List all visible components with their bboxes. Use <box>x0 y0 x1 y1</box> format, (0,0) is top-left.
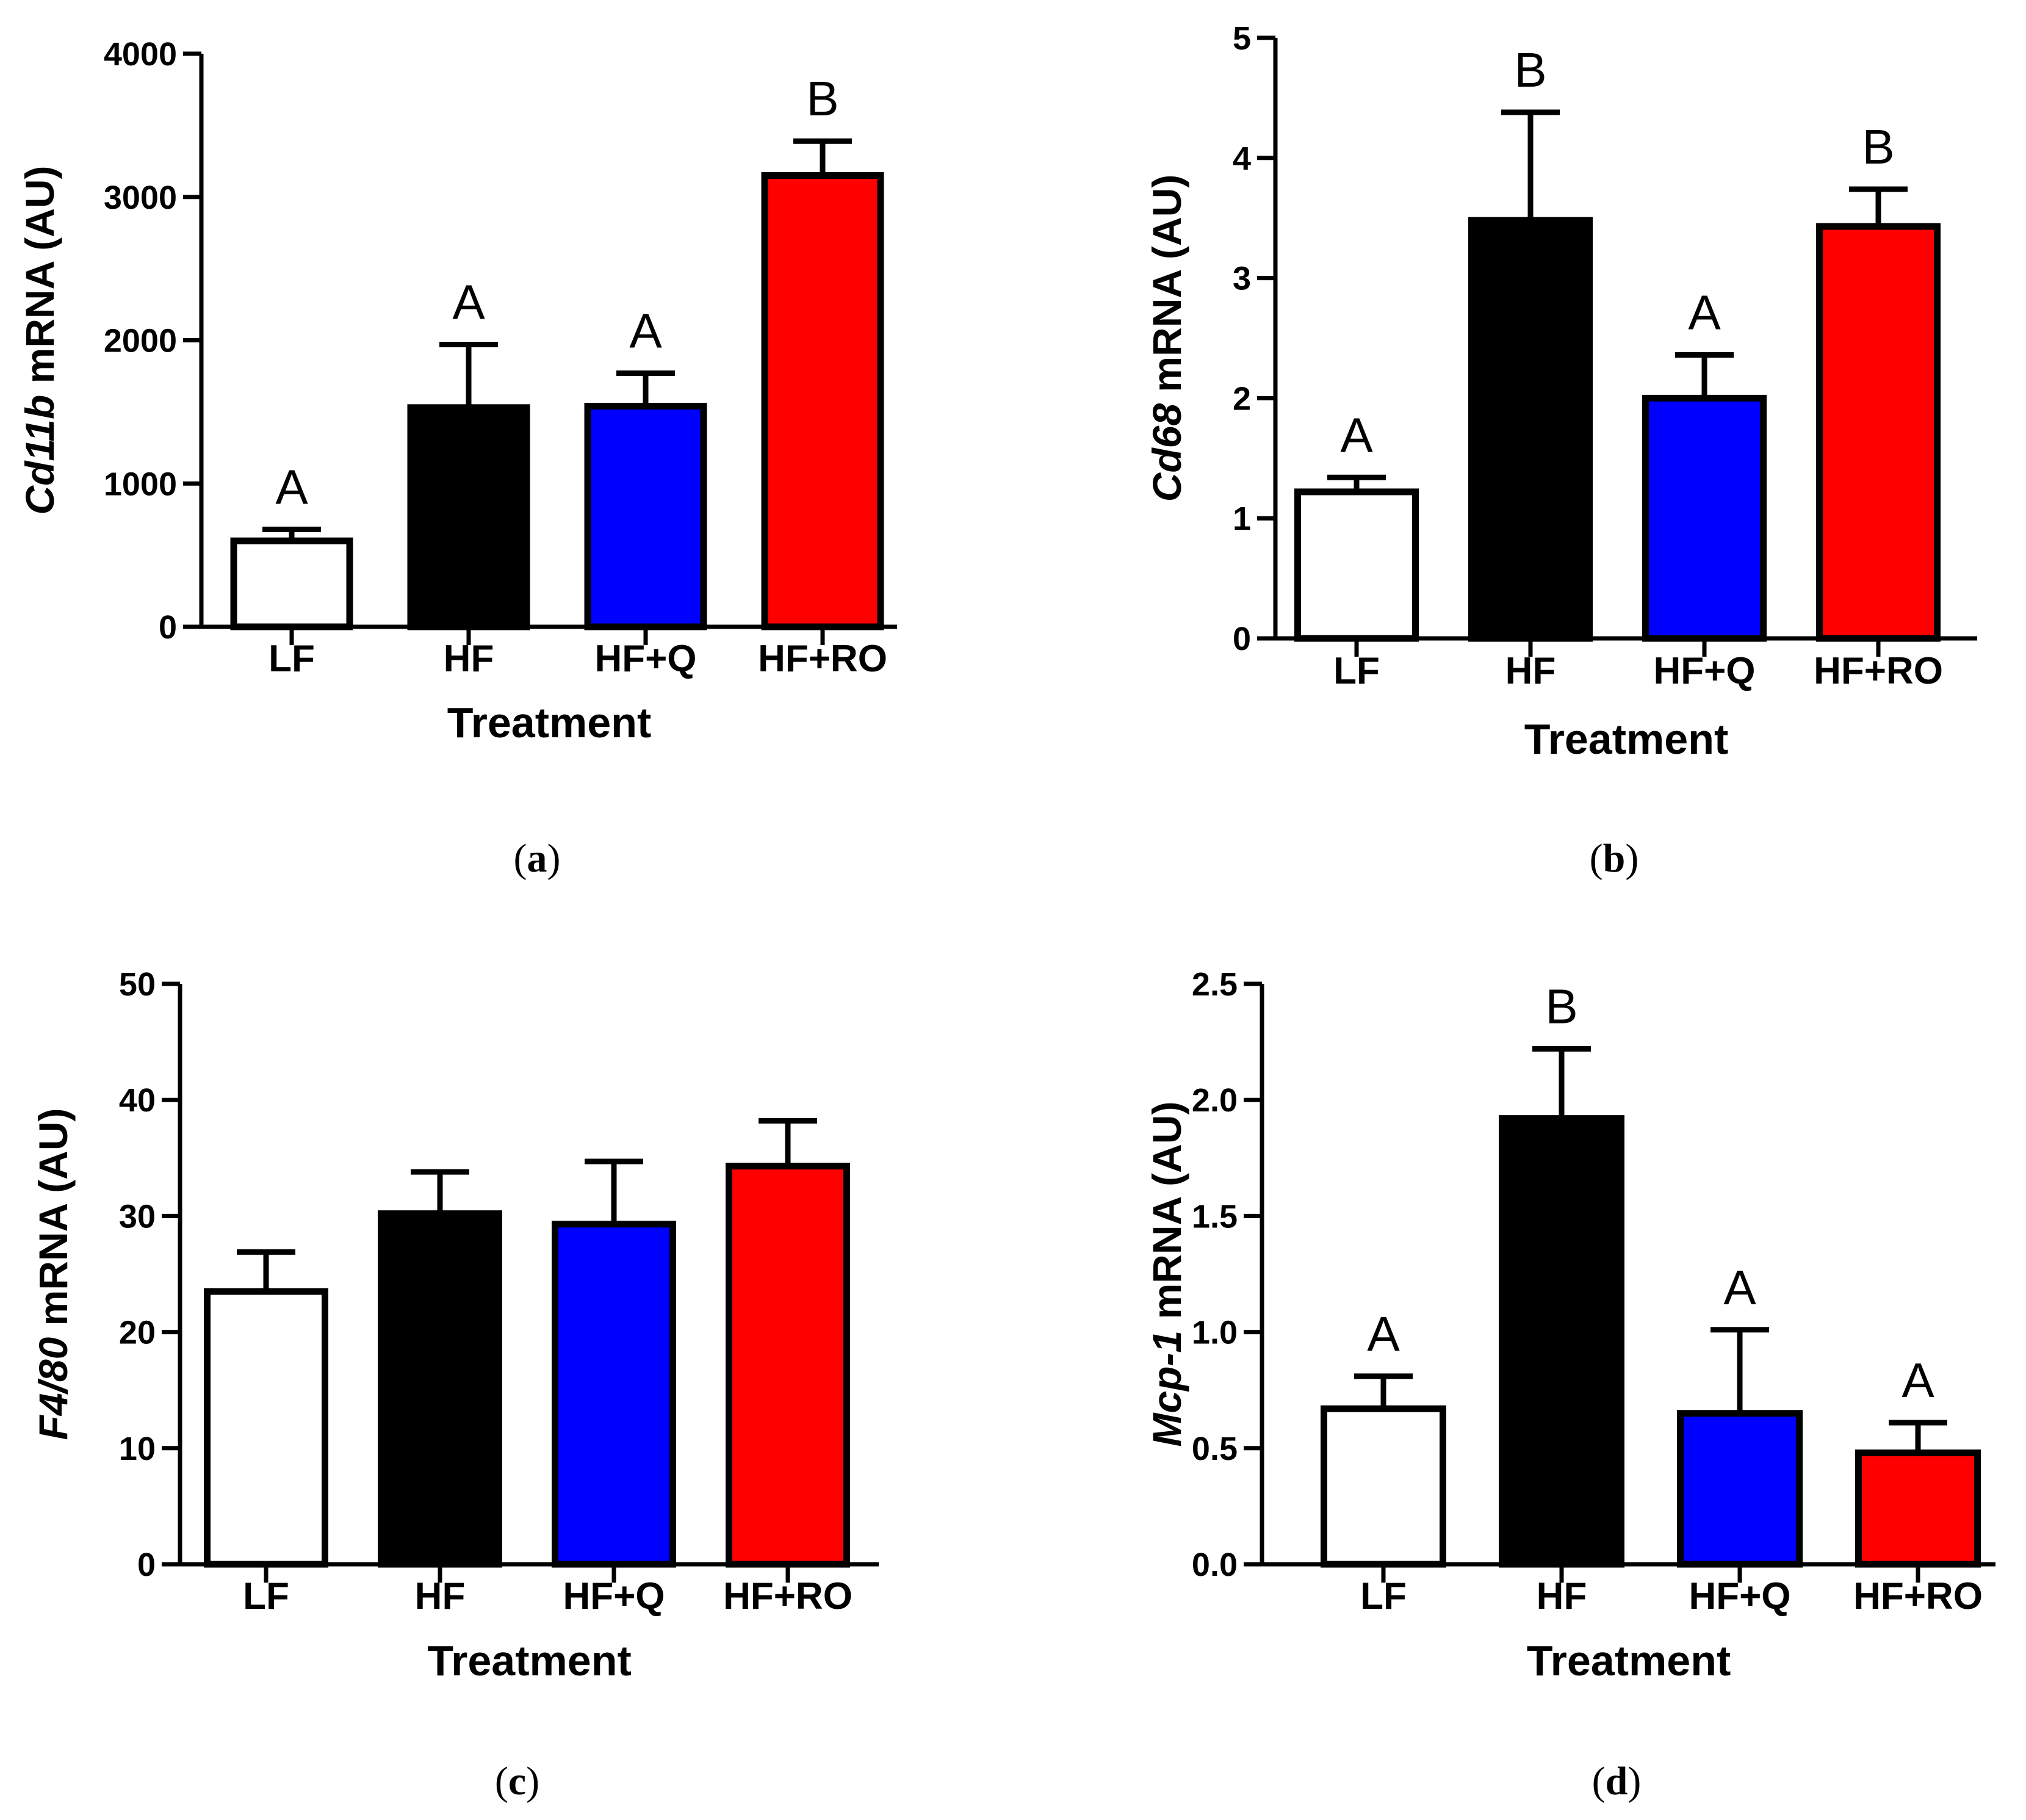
y-tick-label-c-4: 40 <box>119 1082 156 1119</box>
significance-label-a-2: A <box>629 303 662 358</box>
chart-panel-d: 0.0 0.5 1.0 1.5 2.0 2.5 LF A HF B HF+Q A HF+RO A Treat… <box>1144 966 1995 1804</box>
panel-label-c: (c) <box>495 1759 539 1804</box>
significance-label-b-3: B <box>1862 120 1894 174</box>
y-axis-title-gene-c: F4/80 <box>31 1337 76 1440</box>
category-label-c-2: HF+Q <box>563 1575 665 1617</box>
y-axis-title-c: F4/80 mRNA (AU) <box>31 1108 76 1440</box>
y-tick-label-d-1: 0.5 <box>1192 1431 1238 1467</box>
y-tick-label-a-0: 0 <box>159 609 177 646</box>
category-label-c-3: HF+RO <box>723 1575 853 1617</box>
y-axis-title-unit-d: mRNA (AU) <box>1144 1102 1189 1331</box>
significance-label-a-1: A <box>452 275 485 330</box>
significance-label-d-1: B <box>1545 980 1577 1034</box>
y-axis-title-unit-b: mRNA (AU) <box>1144 175 1189 403</box>
y-axis-title-gene-a: Cd11b <box>17 395 62 515</box>
y-tick-label-d-0: 0.0 <box>1192 1547 1238 1583</box>
significance-label-d-2: A <box>1723 1260 1756 1315</box>
y-axis-title-b: Cd68 mRNA (AU) <box>1144 175 1189 502</box>
y-axis-title-unit-c: mRNA (AU) <box>31 1108 76 1337</box>
category-label-b-3: HF+RO <box>1814 650 1943 692</box>
y-tick-label-d-5: 2.5 <box>1192 966 1238 1003</box>
y-tick-label-b-3: 3 <box>1233 261 1251 297</box>
y-tick-label-c-2: 20 <box>119 1315 156 1351</box>
y-tick-label-c-3: 30 <box>119 1198 156 1235</box>
significance-label-d-3: A <box>1902 1353 1934 1407</box>
x-axis-title-a: Treatment <box>447 699 652 746</box>
x-axis-title-d: Treatment <box>1527 1637 1731 1685</box>
y-tick-label-c-5: 50 <box>119 966 156 1003</box>
panel-label-a: (a) <box>514 836 561 881</box>
bar-b-1 <box>1468 217 1593 642</box>
bar-b-3 <box>1816 223 1941 642</box>
y-tick-label-a-1: 1000 <box>104 466 177 502</box>
x-axis-title-b: Treatment <box>1524 715 1729 763</box>
bar-d-1 <box>1499 1115 1624 1568</box>
category-label-a-3: HF+RO <box>758 638 887 680</box>
y-axis-title-unit-a: mRNA (AU) <box>17 166 62 395</box>
y-tick-label-a-2: 2000 <box>104 323 177 359</box>
y-tick-label-d-4: 2.0 <box>1192 1082 1238 1119</box>
category-label-c-1: HF <box>415 1575 466 1617</box>
category-label-a-0: LF <box>269 638 315 680</box>
y-tick-label-a-4: 4000 <box>104 36 177 73</box>
bar-a-1 <box>407 404 530 630</box>
bar-d-3 <box>1855 1449 1981 1568</box>
bar-c-2 <box>552 1221 676 1568</box>
y-tick-label-c-1: 10 <box>119 1431 156 1467</box>
bar-b-0 <box>1294 488 1419 642</box>
bar-d-0 <box>1321 1405 1446 1568</box>
y-tick-label-b-5: 5 <box>1233 20 1251 57</box>
panel-label-b: (b) <box>1590 836 1639 881</box>
y-tick-label-a-3: 3000 <box>104 179 177 216</box>
significance-label-a-3: B <box>806 71 838 126</box>
bar-d-2 <box>1677 1410 1803 1568</box>
y-tick-label-b-1: 1 <box>1233 500 1251 537</box>
panel-label-d: (d) <box>1592 1759 1642 1804</box>
y-axis-title-gene-d: Mcp-1 <box>1144 1331 1189 1447</box>
y-tick-label-b-2: 2 <box>1233 380 1251 417</box>
chart-panel-b: 0 1 2 3 4 5 LF A HF B HF+Q A HF+RO B Treatment Cd68 mRN… <box>1144 20 1977 881</box>
bar-b-2 <box>1642 394 1767 642</box>
y-tick-label-b-0: 0 <box>1233 621 1251 657</box>
significance-label-b-2: A <box>1688 286 1721 340</box>
bar-a-0 <box>230 537 353 630</box>
bar-c-1 <box>378 1210 502 1568</box>
chart-panel-a: 0 1000 2000 3000 4000 LF A HF A HF+Q A HF+RO B Treatm… <box>17 36 897 881</box>
category-label-b-2: HF+Q <box>1653 650 1755 692</box>
category-label-b-1: HF <box>1505 650 1556 692</box>
category-label-d-2: HF+Q <box>1689 1575 1790 1617</box>
significance-label-b-1: B <box>1514 43 1546 97</box>
significance-label-d-0: A <box>1367 1307 1400 1361</box>
category-label-a-2: HF+Q <box>594 638 696 680</box>
y-tick-label-c-0: 0 <box>137 1547 156 1583</box>
bar-a-2 <box>584 402 707 630</box>
y-axis-title-a: Cd11b mRNA (AU) <box>17 166 62 515</box>
y-tick-label-d-2: 1.0 <box>1192 1315 1238 1351</box>
bar-c-3 <box>726 1163 850 1568</box>
category-label-c-0: LF <box>243 1575 289 1617</box>
significance-label-b-0: A <box>1340 408 1373 462</box>
chart-panel-c: 0 10 20 30 40 50 LF HF HF+Q HF+RO Treatment F4/80 m… <box>31 966 879 1804</box>
significance-label-a-0: A <box>275 460 308 514</box>
y-axis-title-gene-b: Cd68 <box>1144 403 1189 502</box>
y-tick-label-b-4: 4 <box>1233 140 1251 177</box>
category-label-d-0: LF <box>1360 1575 1407 1617</box>
category-label-d-3: HF+RO <box>1853 1575 1983 1617</box>
x-axis-title-c: Treatment <box>427 1637 632 1685</box>
y-tick-label-d-3: 1.5 <box>1192 1198 1238 1235</box>
bar-c-0 <box>204 1288 328 1568</box>
bar-a-3 <box>761 172 884 630</box>
category-label-b-0: LF <box>1333 650 1380 692</box>
category-label-d-1: HF <box>1537 1575 1587 1617</box>
category-label-a-1: HF <box>444 638 494 680</box>
y-axis-title-d: Mcp-1 mRNA (AU) <box>1144 1102 1189 1447</box>
